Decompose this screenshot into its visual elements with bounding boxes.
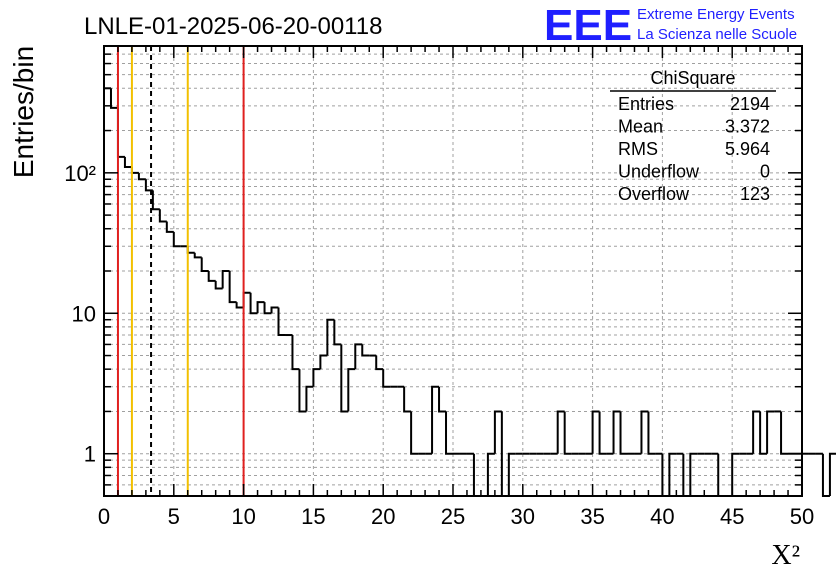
histogram-bin (766, 410, 775, 454)
stats-row-value: 5.964 (725, 139, 770, 159)
stats-row-value: 2194 (730, 94, 770, 114)
histogram-bin (438, 386, 447, 413)
x-tick-label: 0 (98, 504, 110, 529)
stats-row-label: Overflow (618, 184, 690, 204)
stats-row-label: Entries (618, 94, 674, 114)
stats-row-value: 0 (760, 162, 770, 182)
stats-row-label: Mean (618, 117, 663, 137)
histogram-bin (340, 344, 349, 413)
x-tick-label: 20 (371, 504, 395, 529)
reference-lines (116, 46, 245, 496)
histogram-bin (333, 319, 342, 346)
histogram-bin (214, 280, 223, 290)
histogram-bin (228, 271, 237, 304)
logo-line-2: La Scienza nelle Scuole (637, 26, 797, 43)
histogram-bin (123, 156, 132, 169)
histogram-bin (591, 410, 600, 454)
histogram-bin (821, 453, 830, 497)
histogram-bin (270, 306, 279, 314)
histogram-bin (151, 190, 160, 211)
histogram-bin (354, 343, 363, 370)
stats-row-label: Underflow (618, 162, 700, 182)
histogram-bin (563, 411, 572, 455)
histogram-bin (382, 369, 391, 388)
histogram-bin (431, 385, 440, 454)
histogram-bin (109, 88, 118, 109)
histogram-bin (263, 302, 272, 315)
histogram-bin (493, 410, 502, 454)
stats-box-title: ChiSquare (650, 68, 735, 88)
stats-rows: Entries 2194 Mean 3.372 RMS 5.964 Underflow 0 Ov… (618, 94, 770, 204)
histogram-bin (780, 411, 789, 455)
stats-box: ChiSquare Entries 2194 Mean 3.372 RMS 5.964 Un… (610, 68, 776, 204)
histogram-bin (242, 291, 251, 308)
histogram-bin (207, 271, 216, 282)
y-axis-ticks: 1 10 10² (64, 45, 802, 497)
x-axis-label: X² (771, 540, 800, 571)
histogram-bin (319, 354, 328, 370)
histogram-bin (312, 368, 321, 387)
histogram-bin (828, 452, 836, 496)
histogram-bin (172, 231, 181, 248)
x-tick-label: 35 (580, 504, 604, 529)
histogram-bin (507, 452, 516, 496)
histogram-bin (403, 386, 412, 413)
histogram-bin (116, 107, 125, 158)
x-tick-label: 10 (231, 504, 255, 529)
histogram-bin (326, 318, 335, 356)
y-tick-label: 10 (72, 301, 96, 326)
histogram-bin (249, 292, 258, 315)
x-axis-ticks: 0 5 10 15 20 25 30 35 40 45 50 (98, 46, 814, 529)
histogram-bin (291, 335, 300, 371)
x-tick-label: 30 (511, 504, 535, 529)
histogram-bin (640, 410, 649, 454)
histogram-bin (305, 385, 314, 412)
histogram-bin (445, 411, 453, 455)
histogram-bin (130, 167, 139, 174)
chart-title: LNLE-01-2025-06-20-00118 (84, 13, 382, 40)
histogram-bin (647, 411, 656, 455)
histogram-bin (298, 369, 307, 413)
histogram-bin (235, 302, 244, 309)
histogram-bin (752, 410, 761, 454)
stats-row-value: 123 (740, 184, 770, 204)
stats-row-value: 3.372 (725, 117, 770, 137)
histogram-bin (277, 307, 286, 337)
y-tick-label: 10² (64, 161, 96, 186)
stats-row-label: RMS (618, 139, 658, 159)
histogram-bin (221, 270, 230, 289)
x-tick-label: 25 (441, 504, 465, 529)
histogram-bin (165, 221, 174, 233)
y-axis-label: Entries/bin (8, 46, 39, 178)
histogram-bin (137, 172, 146, 181)
histogram-bin (347, 368, 356, 412)
histogram-bin (556, 410, 565, 454)
histogram-bin (668, 452, 677, 496)
histogram-bin (486, 452, 495, 496)
y-tick-label: 1 (84, 442, 96, 467)
x-tick-label: 40 (650, 504, 674, 529)
histogram-bin (158, 209, 167, 223)
eee-logo: EEE (544, 1, 632, 50)
x-tick-label: 45 (720, 504, 744, 529)
logo-line-1: Extreme Energy Events (637, 6, 795, 23)
histogram-bin (186, 246, 195, 254)
histogram-bin (731, 452, 740, 496)
histogram-bin (759, 411, 768, 455)
histogram-bin (193, 252, 202, 259)
histogram-bin (361, 344, 370, 357)
histogram-bin (375, 355, 384, 371)
histogram-bin (689, 452, 698, 496)
x-tick-label: 15 (301, 504, 325, 529)
histogram-bin (200, 257, 209, 272)
histogram-bin (598, 411, 607, 455)
histogram-bin (256, 301, 265, 314)
histogram-bin (612, 410, 621, 454)
histogram-bin (619, 411, 628, 455)
x-tick-label: 5 (168, 504, 180, 529)
x-tick-label: 50 (790, 504, 814, 529)
histogram-bin (410, 411, 419, 455)
